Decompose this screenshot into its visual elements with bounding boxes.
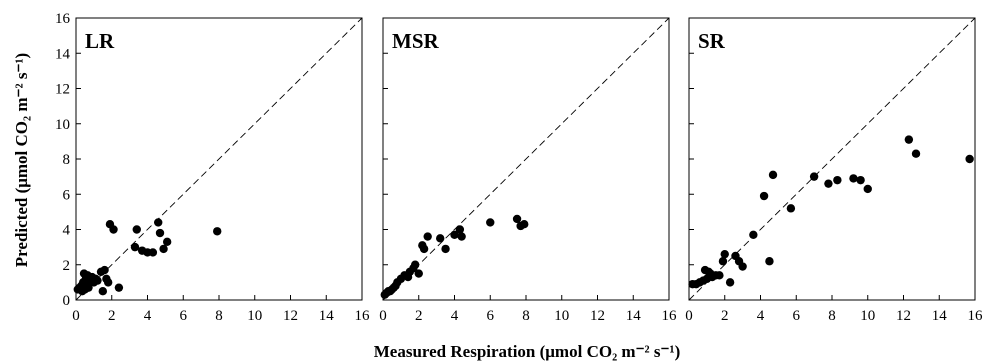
x-tick-label: 12 [283,308,298,324]
y-tick-label: 2 [63,258,71,274]
panel-sr: 0 2 4 6 8 10 12 14 16 SR [685,17,984,324]
data-point [486,218,495,227]
x-tick-label: 14 [932,308,948,324]
data-point [103,278,113,287]
x-tick-label: 4 [757,308,765,324]
data-point [148,248,158,257]
data-point [159,244,168,254]
data-point [154,218,163,227]
data-point [512,214,522,224]
data-point [441,244,450,254]
panel-lr: 0 2 4 6 8 10 12 14 16 0 2 4 6 8 10 12 14 16 LR [55,11,370,324]
y-tick-label: 12 [55,82,70,98]
data-point [450,230,459,239]
data-point [765,257,774,266]
x-tick-label: 10 [247,308,262,324]
data-point [455,225,465,234]
data-point [833,175,842,185]
x-tick-label: 10 [860,308,875,324]
data-point [718,257,728,266]
y-axis-title: Predicted (μmol CO₂ m⁻² s⁻¹) [12,53,31,267]
chart-panels: 0 2 4 6 8 10 12 14 16 0 2 4 6 8 10 12 14 16 LR 0 2 4 6 8 10 12 14 1… [55,11,983,324]
data-point [93,276,102,285]
x-tick-label: 4 [144,308,152,324]
data-point [436,234,445,243]
x-tick-label: 12 [590,308,605,324]
data-point [419,244,429,254]
data-point [457,232,466,241]
data-point [132,225,141,234]
data-point [162,237,172,247]
data-point [849,174,858,183]
x-tick-label: 14 [319,308,335,324]
data-point [786,204,796,213]
x-tick-label: 0 [72,308,80,324]
y-tick-label: 10 [55,117,70,133]
x-tick-label: 4 [451,308,459,324]
data-point [414,269,423,278]
data-point [720,249,729,259]
data-point [520,220,529,229]
x-tick-label: 0 [379,308,387,324]
one-to-one-line [382,17,670,301]
data-point [749,230,758,239]
data-point [423,232,432,241]
x-tick-label: 16 [355,308,371,324]
data-point [904,135,914,144]
data-point [84,283,93,292]
panel-msr: 0 2 4 6 8 10 12 14 16 MSR [379,17,678,324]
x-tick-label: 16 [968,308,984,324]
data-point [155,228,165,238]
y-tick-label: 16 [55,11,71,27]
x-axis-title: Measured Respiration (μmol CO₂ m⁻² s⁻¹) [374,342,681,361]
data-point [109,225,118,234]
x-tick-label: 8 [215,308,223,324]
x-tick-label: 2 [415,308,423,324]
x-tick-label: 16 [662,308,678,324]
data-point [759,191,769,201]
x-tick-label: 8 [522,308,530,324]
panel-label: LR [85,29,115,53]
data-point [738,262,747,271]
x-tick-label: 6 [487,308,495,324]
panel-label: MSR [392,29,440,53]
data-point [410,260,420,269]
x-tick-label: 2 [108,308,116,324]
data-point [100,265,109,275]
y-tick-label: 8 [63,152,71,168]
x-tick-label: 14 [626,308,642,324]
y-tick-label: 4 [63,223,71,239]
y-tick-label: 0 [63,293,71,309]
data-point [911,149,921,158]
one-to-one-line [75,17,363,301]
data-point [98,286,108,296]
data-point [725,278,735,287]
data-point [130,242,140,252]
x-tick-label: 12 [896,308,911,324]
y-tick-label: 14 [55,46,71,62]
data-point [863,184,872,194]
x-tick-label: 2 [721,308,729,324]
x-tick-label: 6 [793,308,801,324]
data-point [856,175,865,185]
data-point [824,179,833,188]
data-point [715,271,724,280]
x-tick-label: 10 [554,308,569,324]
data-point [114,283,124,292]
data-point [809,172,819,181]
data-point [213,227,222,236]
x-tick-label: 0 [685,308,693,324]
y-tick-label: 6 [63,187,71,203]
x-tick-label: 8 [828,308,836,324]
panel-label: SR [698,29,726,53]
data-point [965,154,974,164]
x-tick-label: 6 [180,308,188,324]
data-point [768,170,778,180]
